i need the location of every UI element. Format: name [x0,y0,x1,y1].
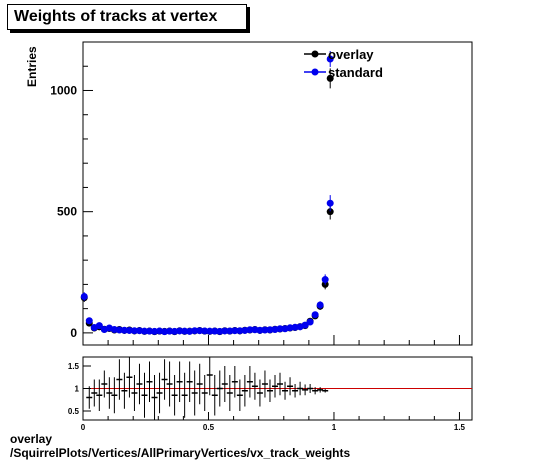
standard-point [266,326,274,334]
ratio-y-tick-label: 0.5 [68,407,80,416]
standard-point [135,327,143,335]
standard-point [206,327,214,335]
standard-point [326,199,334,207]
standard-point [316,301,324,309]
x-tick-label: 0.5 [203,423,215,432]
legend-label-overlay: overlay [328,47,374,62]
standard-point [110,325,118,333]
standard-point [95,322,103,330]
chart-title: Weights of tracks at vertex [14,8,218,25]
standard-point [321,276,329,284]
y-tick-label: 500 [57,205,77,219]
y-axis-label: Entries [25,46,39,87]
x-tick-label: 1 [332,423,337,432]
ratio-y-tick-label: 1.5 [68,362,80,371]
standard-point [251,326,259,334]
standard-point [191,327,199,335]
standard-point [85,317,93,325]
y-tick-label: 1000 [50,83,77,97]
standard-point [166,327,174,335]
standard-point [181,327,189,335]
overlay-point [326,208,334,216]
standard-point [151,327,159,335]
standard-point [80,293,88,301]
standard-point [261,326,269,334]
standard-point [161,328,169,336]
standard-point [256,326,264,334]
standard-point [146,327,154,335]
standard-point [231,327,239,335]
standard-point [171,327,179,335]
standard-point [115,326,123,334]
standard-point [211,327,219,335]
standard-point [286,324,294,332]
standard-point [125,326,133,334]
standard-point [216,327,224,335]
main-plot-frame [82,41,473,346]
legend-label-standard: standard [328,65,383,80]
standard-point [326,55,334,63]
standard-point [236,327,244,335]
standard-point [291,323,299,331]
standard-point [120,326,128,334]
standard-point [196,327,204,335]
footer-line-2: /SquirrelPlots/Vertices/AllPrimaryVertic… [10,446,351,460]
legend-marker-overlay [311,50,319,58]
x-tick-label: 1.5 [454,423,466,432]
footer-line-1: overlay [10,432,53,446]
standard-point [311,311,319,319]
standard-point [176,327,184,335]
standard-point [130,327,138,335]
standard-point [301,321,309,329]
standard-point [140,327,148,335]
title-box: Weights of tracks at vertex [7,4,247,30]
y-tick-label: 0 [70,326,77,340]
standard-point [226,327,234,335]
legend-marker-standard [311,68,319,76]
standard-point [246,326,254,334]
standard-point [221,327,229,335]
standard-point [276,325,284,333]
standard-point [201,327,209,335]
standard-point [306,318,314,326]
overlay-point [326,74,334,82]
ratio-y-tick-label: 1 [75,385,80,394]
x-tick-label: 0 [81,423,86,432]
